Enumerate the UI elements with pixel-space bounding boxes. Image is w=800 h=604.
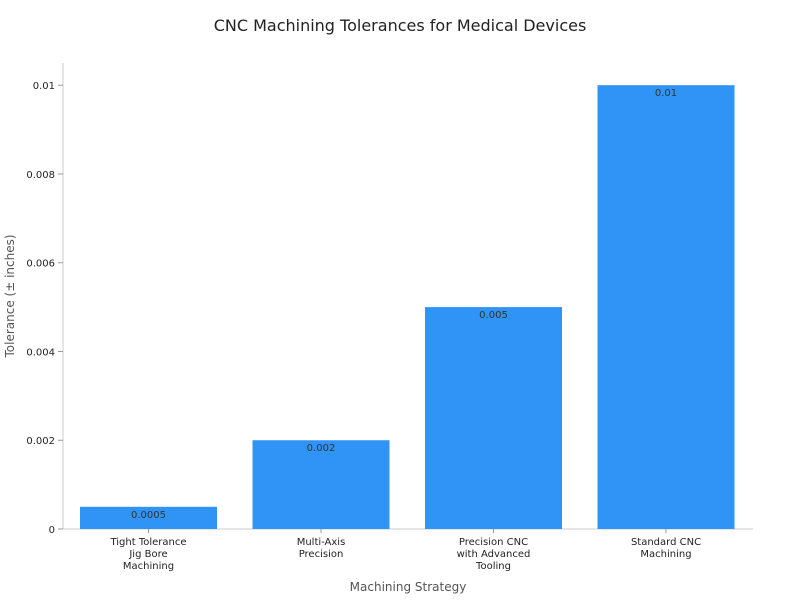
bar-data-label: 0.01 <box>655 88 677 99</box>
bar-data-labels: 0.0005 0.002 0.005 0.01 <box>131 88 677 521</box>
y-tick-label: 0 <box>49 525 55 536</box>
y-axis-label: Tolerance (± inches) <box>3 234 17 358</box>
y-tick-label: 0.002 <box>26 436 55 447</box>
chart-title: CNC Machining Tolerances for Medical Dev… <box>214 16 587 35</box>
y-tick-label: 0.004 <box>26 347 55 358</box>
y-tick-label: 0.006 <box>26 259 55 270</box>
bar-data-label: 0.002 <box>307 443 336 454</box>
x-ticks: Tight Tolerance Jig Bore Machining Multi-Ax… <box>109 529 701 572</box>
x-tick-label: Tight Tolerance Jig Bore Machining <box>109 537 186 572</box>
bars <box>80 85 735 529</box>
x-tick-label: Standard CNC Machining <box>631 537 701 560</box>
bar-data-label: 0.005 <box>479 310 508 321</box>
y-ticks: 0 0.002 0.004 0.006 0.008 0.01 <box>26 81 63 536</box>
bar <box>597 85 735 529</box>
bar <box>80 506 217 529</box>
y-tick-label: 0.008 <box>26 170 55 181</box>
x-tick-label: Precision CNC with Advanced Tooling <box>457 537 531 572</box>
bar <box>252 440 390 529</box>
y-tick-label: 0.01 <box>33 81 55 92</box>
bar <box>425 307 562 529</box>
x-axis-label: Machining Strategy <box>350 580 467 594</box>
bar-data-label: 0.0005 <box>131 510 166 521</box>
x-tick-label: Multi-Axis Precision <box>297 537 346 560</box>
